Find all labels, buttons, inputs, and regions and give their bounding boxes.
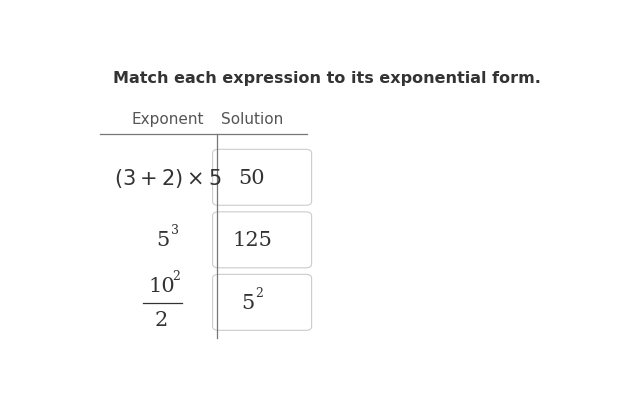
Text: Solution: Solution: [221, 111, 283, 126]
Text: 2: 2: [155, 311, 168, 329]
Text: 2: 2: [256, 286, 263, 299]
Text: 50: 50: [239, 168, 265, 188]
Text: $(3+2)\times5$: $(3+2)\times5$: [114, 166, 221, 190]
Text: Exponent: Exponent: [131, 111, 204, 126]
Text: 3: 3: [171, 224, 178, 237]
Text: 125: 125: [232, 231, 272, 250]
Text: Match each expression to its exponential form.: Match each expression to its exponential…: [112, 70, 541, 85]
FancyBboxPatch shape: [213, 150, 311, 206]
Text: 5: 5: [157, 231, 170, 250]
Text: 2: 2: [172, 269, 180, 282]
Text: 10: 10: [148, 276, 175, 295]
FancyBboxPatch shape: [213, 275, 311, 330]
FancyBboxPatch shape: [213, 212, 311, 268]
Text: 5: 5: [241, 293, 254, 312]
